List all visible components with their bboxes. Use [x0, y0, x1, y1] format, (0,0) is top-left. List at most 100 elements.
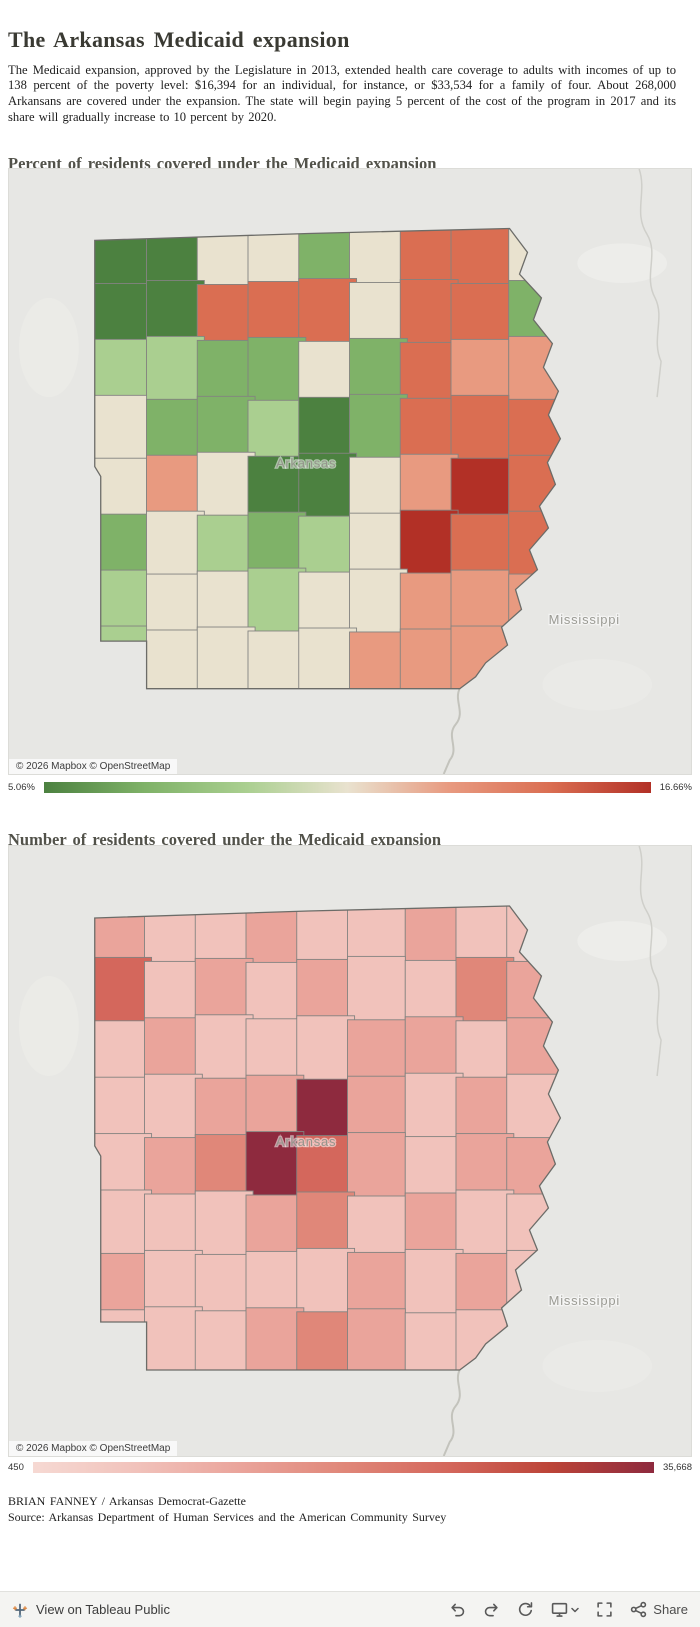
county-shape[interactable]: [194, 1077, 254, 1144]
county-shape[interactable]: [245, 1250, 305, 1317]
county-shape[interactable]: [399, 453, 459, 519]
county-shape[interactable]: [245, 1131, 305, 1197]
county-shape[interactable]: [247, 511, 307, 577]
county-shape[interactable]: [399, 397, 459, 463]
county-shape[interactable]: [404, 959, 464, 1026]
county-shape[interactable]: [89, 338, 148, 404]
county-shape[interactable]: [455, 901, 515, 966]
county-shape[interactable]: [399, 509, 459, 575]
county-shape[interactable]: [89, 569, 148, 635]
county-shape[interactable]: [399, 572, 459, 638]
county-shape[interactable]: [347, 1075, 406, 1142]
county-shape[interactable]: [247, 567, 307, 633]
undo-button[interactable]: [449, 1601, 466, 1618]
county-shape[interactable]: [399, 341, 459, 407]
county-shape[interactable]: [144, 1073, 203, 1140]
county-shape[interactable]: [404, 1072, 464, 1139]
county-shape[interactable]: [455, 1189, 515, 1255]
county-shape[interactable]: [349, 512, 408, 578]
county-shape[interactable]: [196, 339, 256, 405]
county-shape[interactable]: [196, 222, 256, 286]
county-shape[interactable]: [94, 1189, 153, 1255]
county-shape[interactable]: [506, 1073, 565, 1140]
percent-choropleth-map[interactable]: Arkansas Mississippi © 2026 Mapbox © Ope…: [8, 168, 692, 775]
county-shape[interactable]: [94, 1252, 153, 1319]
redo-button[interactable]: [483, 1601, 500, 1618]
county-shape[interactable]: [296, 1135, 356, 1201]
county-shape[interactable]: [349, 393, 408, 459]
county-shape[interactable]: [194, 1253, 254, 1320]
county-shape[interactable]: [144, 960, 203, 1027]
county-shape[interactable]: [347, 1308, 406, 1374]
fullscreen-button[interactable]: [596, 1601, 613, 1618]
county-shape[interactable]: [455, 1020, 515, 1086]
county-shape[interactable]: [144, 1306, 203, 1372]
county-shape[interactable]: [94, 1133, 153, 1199]
county-choropleth-layer[interactable]: [89, 221, 567, 696]
county-shape[interactable]: [194, 1310, 254, 1376]
map-attribution[interactable]: © 2026 Mapbox © OpenStreetMap: [9, 759, 178, 774]
county-shape[interactable]: [247, 281, 307, 346]
county-shape[interactable]: [298, 396, 358, 462]
county-shape[interactable]: [146, 629, 205, 694]
county-shape[interactable]: [349, 337, 408, 403]
county-shape[interactable]: [296, 1015, 356, 1081]
percent-map-canvas[interactable]: Arkansas Mississippi: [9, 169, 691, 774]
county-shape[interactable]: [144, 1249, 203, 1316]
county-shape[interactable]: [194, 1190, 254, 1256]
county-shape[interactable]: [196, 626, 256, 691]
county-shape[interactable]: [298, 571, 358, 637]
county-shape[interactable]: [196, 283, 256, 349]
county-shape[interactable]: [399, 279, 459, 344]
county-shape[interactable]: [196, 570, 256, 636]
county-shape[interactable]: [245, 1307, 305, 1373]
county-shape[interactable]: [146, 280, 205, 345]
county-shape[interactable]: [94, 1020, 153, 1086]
county-shape[interactable]: [404, 904, 464, 969]
county-shape[interactable]: [298, 340, 358, 406]
county-shape[interactable]: [455, 1133, 515, 1199]
county-shape[interactable]: [194, 1014, 254, 1080]
county-shape[interactable]: [146, 454, 205, 520]
county-shape[interactable]: [450, 513, 510, 579]
county-shape[interactable]: [298, 627, 358, 692]
number-map-canvas[interactable]: Arkansas Mississippi: [9, 846, 691, 1456]
county-shape[interactable]: [404, 1312, 464, 1378]
county-shape[interactable]: [296, 1247, 356, 1314]
view-on-tableau-link[interactable]: View on Tableau Public: [12, 1602, 170, 1618]
county-shape[interactable]: [146, 335, 205, 401]
device-layout-button[interactable]: [551, 1601, 580, 1618]
county-shape[interactable]: [144, 1017, 203, 1083]
county-shape[interactable]: [146, 510, 205, 576]
county-shape[interactable]: [245, 961, 305, 1028]
county-shape[interactable]: [144, 1193, 203, 1259]
county-shape[interactable]: [404, 1136, 464, 1202]
color-ramp[interactable]: [32, 1461, 654, 1473]
county-shape[interactable]: [247, 630, 307, 695]
county-shape[interactable]: [455, 1076, 515, 1143]
reset-button[interactable]: [517, 1601, 534, 1618]
county-shape[interactable]: [144, 1137, 203, 1203]
county-shape[interactable]: [450, 283, 510, 348]
county-shape[interactable]: [349, 631, 408, 696]
county-shape[interactable]: [194, 957, 254, 1024]
county-shape[interactable]: [347, 955, 406, 1022]
county-shape[interactable]: [450, 338, 510, 404]
county-shape[interactable]: [296, 1311, 356, 1377]
county-shape[interactable]: [247, 336, 307, 402]
color-ramp[interactable]: [43, 781, 651, 793]
county-shape[interactable]: [399, 628, 459, 693]
county-shape[interactable]: [298, 515, 358, 581]
county-shape[interactable]: [296, 903, 356, 968]
county-shape[interactable]: [404, 1192, 464, 1258]
county-shape[interactable]: [347, 1251, 406, 1318]
county-shape[interactable]: [196, 451, 256, 517]
county-shape[interactable]: [296, 1191, 356, 1257]
county-shape[interactable]: [347, 1195, 406, 1261]
county-shape[interactable]: [349, 282, 408, 347]
county-shape[interactable]: [94, 956, 153, 1023]
county-shape[interactable]: [247, 455, 307, 521]
county-shape[interactable]: [245, 1074, 305, 1141]
county-shape[interactable]: [349, 568, 408, 634]
county-shape[interactable]: [245, 1018, 305, 1084]
